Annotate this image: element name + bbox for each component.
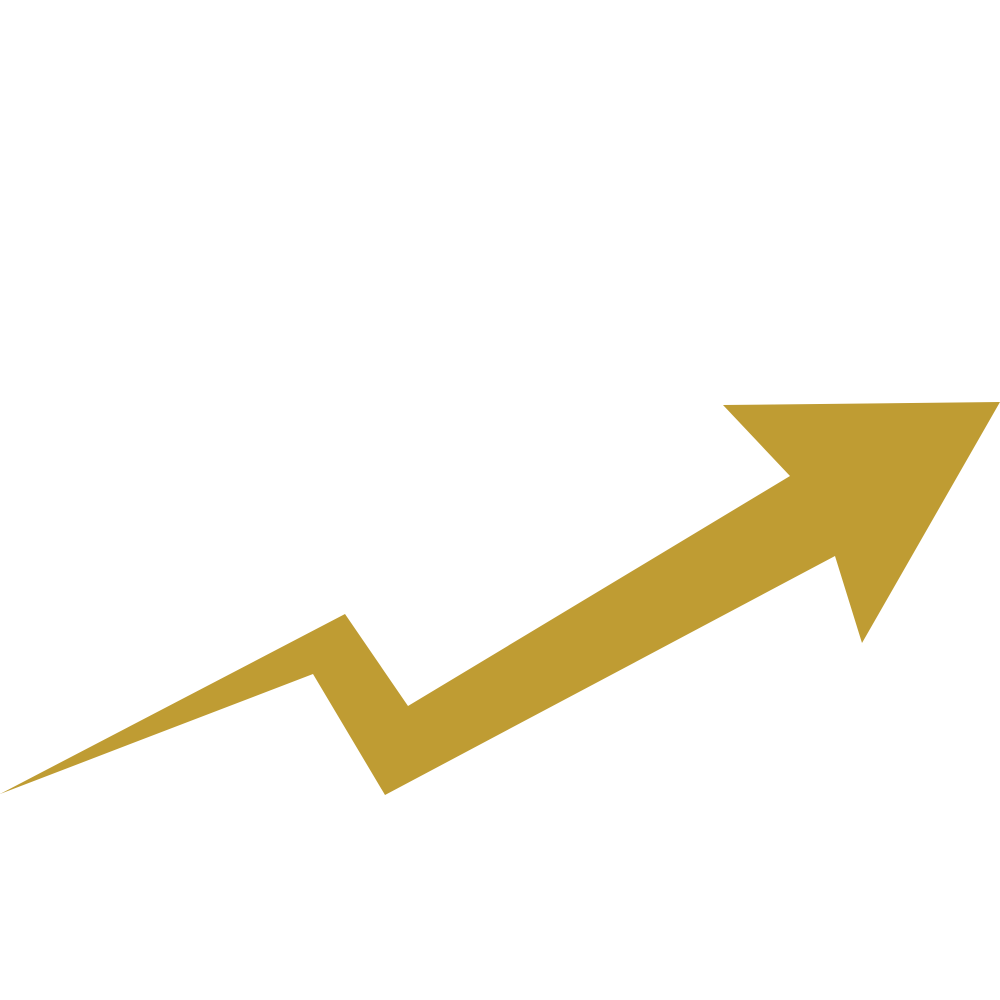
zigzag-arrow-shape <box>0 402 1000 795</box>
